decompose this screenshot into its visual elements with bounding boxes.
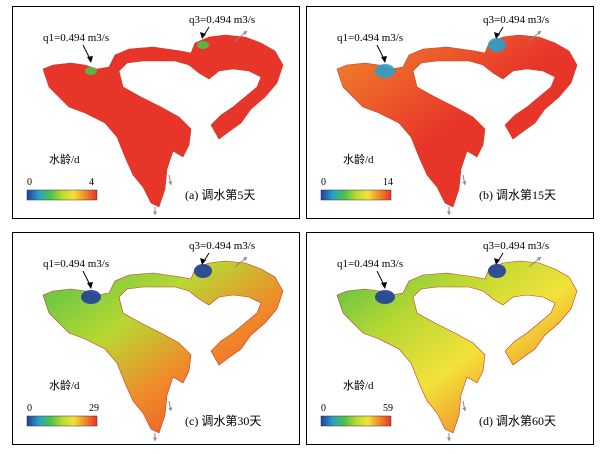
- inflow-label-q3: q3=0.494 m3/s: [483, 240, 549, 252]
- inflow-zone-q3: [197, 41, 209, 49]
- inflow-zone-q1: [81, 290, 101, 304]
- outflow-arrow-center: [462, 174, 467, 186]
- outflow-arrow-ne: [528, 30, 542, 42]
- inflow-label-q3: q3=0.494 m3/s: [189, 14, 255, 26]
- panel-caption: (a) 调水第5天: [185, 188, 255, 202]
- outflow-arrow-south: [152, 207, 158, 215]
- water-age-map-a: q1=0.494 m3/s q3=0.494 m3/s 水龄/d 0 4 (a) 调水第5…: [26, 14, 284, 215]
- panel-caption: (c) 调水第30天: [185, 414, 261, 428]
- outflow-arrow-ne: [528, 256, 542, 268]
- panel-caption: (d) 调水第60天: [479, 414, 556, 428]
- colorbar: [26, 415, 98, 427]
- water-age-map-c: q1=0.494 m3/s q3=0.494 m3/s 水龄/d 0 29 (c) 调水第…: [26, 240, 284, 441]
- lake-water-body: [336, 34, 578, 208]
- legend-min: 0: [27, 403, 32, 414]
- panel-caption: (b) 调水第15天: [479, 188, 556, 202]
- outflow-arrow-ne: [234, 30, 248, 42]
- colorbar: [26, 189, 98, 201]
- lake-water-body: [42, 260, 284, 434]
- outflow-arrow-south: [152, 433, 158, 441]
- inflow-zone-q1: [375, 290, 395, 304]
- panel-a: q1=0.494 m3/s q3=0.494 m3/s 水龄/d 0 4 (a) 调水第5…: [12, 6, 300, 219]
- colorbar: [320, 189, 392, 201]
- inflow-zone-q3: [488, 264, 506, 278]
- inflow-zone-q3: [488, 38, 506, 52]
- outflow-arrow-south: [446, 207, 452, 215]
- legend-max: 14: [383, 177, 393, 188]
- panel-d: q1=0.494 m3/s q3=0.494 m3/s 水龄/d 0 59 (d) 调水第…: [306, 232, 594, 445]
- lake-water-body: [42, 34, 284, 208]
- inflow-zone-q1: [85, 67, 97, 75]
- legend-title: 水龄/d: [343, 152, 374, 166]
- legend-title: 水龄/d: [49, 378, 80, 392]
- legend-min: 0: [321, 177, 326, 188]
- legend-title: 水龄/d: [49, 152, 80, 166]
- outflow-arrow-center: [168, 174, 173, 186]
- outflow-arrow-center: [462, 400, 467, 412]
- outflow-arrow-south: [446, 433, 452, 441]
- panel-b: q1=0.494 m3/s q3=0.494 m3/s 水龄/d 0 14 (b) 调水第…: [306, 6, 594, 219]
- inflow-label-q1: q1=0.494 m3/s: [337, 258, 403, 270]
- water-age-map-b: q1=0.494 m3/s q3=0.494 m3/s 水龄/d 0 14 (b) 调水第…: [320, 14, 578, 215]
- inflow-label-q1: q1=0.494 m3/s: [337, 32, 403, 44]
- lake-water-body: [336, 260, 578, 434]
- outflow-arrow-ne: [234, 256, 248, 268]
- colorbar: [320, 415, 392, 427]
- inflow-label-q3: q3=0.494 m3/s: [483, 14, 549, 26]
- outflow-arrow-center: [168, 400, 173, 412]
- inflow-zone-q1: [375, 64, 395, 78]
- legend-min: 0: [321, 403, 326, 414]
- legend-max: 4: [89, 177, 94, 188]
- panel-c: q1=0.494 m3/s q3=0.494 m3/s 水龄/d 0 29 (c) 调水第…: [12, 232, 300, 445]
- inflow-label-q3: q3=0.494 m3/s: [189, 240, 255, 252]
- water-age-map-d: q1=0.494 m3/s q3=0.494 m3/s 水龄/d 0 59 (d) 调水第…: [320, 240, 578, 441]
- legend-max: 59: [383, 403, 393, 414]
- inflow-label-q1: q1=0.494 m3/s: [43, 258, 109, 270]
- inflow-label-q1: q1=0.494 m3/s: [43, 32, 109, 44]
- legend-max: 29: [89, 403, 99, 414]
- inflow-zone-q3: [194, 264, 212, 278]
- legend-title: 水龄/d: [343, 378, 374, 392]
- legend-min: 0: [27, 177, 32, 188]
